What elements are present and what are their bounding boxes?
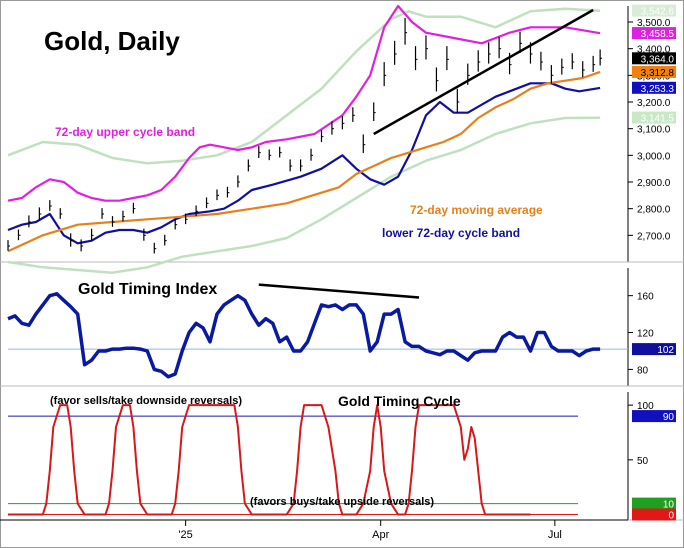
price-badge-bg [632, 4, 676, 17]
price-badge-bg [632, 52, 676, 65]
price-badge: 3,542.6 [641, 7, 675, 18]
price-y-tick-label: 2,800.0 [637, 205, 671, 216]
price-badge-bg [632, 111, 676, 124]
index-y-tick-label: 120 [637, 329, 654, 340]
index-value-badge-bg [632, 343, 676, 356]
note-favor-sells: (favor sells/take downside reversals) [50, 395, 242, 407]
cycle-value-badge-bg [632, 410, 676, 423]
price-panel: 2,700.0 2,800.0 2,900.0 3,000.0 3,100.0 3,200… [0, 4, 684, 274]
price-chart-title: Gold, Daily [44, 26, 180, 56]
index-trendline [258, 283, 420, 299]
index-y-tick-label: 160 [637, 292, 654, 303]
x-tick-label: Jul [548, 529, 562, 541]
cycle-value-badge-bg [632, 508, 676, 521]
price-y-tick-label: 3,500.0 [637, 18, 671, 29]
cycle-value-badge: 90 [663, 412, 675, 423]
price-series-line [7, 70, 601, 253]
index-value-badge: 102 [657, 345, 674, 356]
price-series-line [7, 116, 601, 274]
price-badge: 3,253.3 [641, 84, 675, 95]
annotation-moving-average: 72-day moving average [410, 203, 543, 217]
cycle-y-tick-label: 100 [637, 401, 654, 412]
trendline [373, 8, 594, 136]
cycle-value-badge: 10 [663, 500, 675, 511]
price-y-tick-label: 2,900.0 [637, 178, 671, 189]
price-badge-bg [632, 81, 676, 94]
price-y-tick-label: 3,100.0 [637, 125, 671, 136]
price-badge: 3,141.5 [641, 114, 675, 125]
price-badge-bg [632, 27, 676, 40]
annotation-lower-band: lower 72-day cycle band [382, 226, 520, 240]
price-series-line [7, 4, 601, 202]
price-series-line [7, 82, 601, 245]
timing-cycle-line [8, 404, 531, 516]
note-favor-buys: (favors buys/take upside reversals) [250, 496, 434, 508]
annotation-upper-band: 72-day upper cycle band [55, 125, 195, 139]
price-y-tick-label: 3,000.0 [637, 151, 671, 162]
price-badge: 3,312.8 [641, 68, 675, 79]
timing-index-title: Gold Timing Index [78, 281, 217, 298]
price-badge: 3,458.5 [641, 29, 675, 40]
cycle-value-badge-bg [632, 497, 676, 510]
timing-cycle-panel: 50 100 90 100 [0, 392, 684, 522]
index-y-tick-label: 80 [637, 365, 649, 376]
timing-cycle-title: Gold Timing Cycle [338, 393, 461, 409]
timing-index-line [7, 292, 601, 379]
price-series-line [7, 7, 601, 165]
price-y-tick-label: 3,400.0 [637, 45, 671, 56]
x-tick-label: Apr [372, 529, 389, 541]
price-badge: 3,364.0 [641, 54, 675, 65]
x-tick-label: '25 [178, 529, 192, 541]
price-badge-bg [632, 65, 676, 78]
x-axis: '25 Apr Jul [0, 519, 628, 541]
price-y-tick-label: 3,200.0 [637, 98, 671, 109]
cycle-y-tick-label: 50 [637, 456, 649, 467]
cycle-value-badge: 0 [668, 511, 674, 522]
price-y-tick-label: 2,700.0 [637, 231, 671, 242]
timing-index-panel: 80 120 160 102 [0, 268, 684, 387]
